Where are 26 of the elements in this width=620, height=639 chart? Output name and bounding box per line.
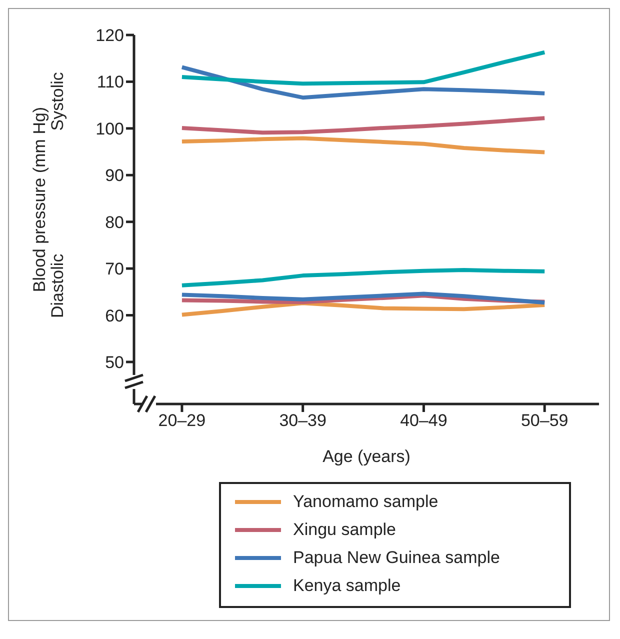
line-series: [180, 301, 547, 317]
y-tick-label: 120: [96, 26, 124, 46]
y-tick-label: 60: [105, 306, 124, 326]
y-tick-label: 110: [96, 72, 124, 92]
y-tick-label: 100: [96, 119, 124, 138]
x-axis-title: Age (years): [322, 447, 410, 466]
legend-label: Kenya sample: [293, 576, 401, 596]
legend-label: Yanomamo sample: [293, 492, 438, 512]
text: Diastolic: [48, 253, 67, 318]
x-tick-label: 40–49: [400, 411, 448, 430]
y-tick-label: 50: [105, 352, 124, 372]
line-series: [180, 50, 547, 86]
text: Systolic: [48, 72, 67, 131]
y-tick-label: 90: [105, 166, 124, 186]
y-tick-label: 70: [105, 260, 124, 279]
x-tick-label: 50–59: [520, 411, 568, 430]
line-series: [180, 268, 547, 288]
line-series: [180, 65, 547, 100]
y-axis-title: Blood pressure (mm Hg): [30, 106, 49, 292]
line-series: [180, 116, 547, 135]
x-tick-label: 20–29: [158, 411, 206, 430]
legend-label: Papua New Guinea sample: [293, 548, 500, 568]
y-tick-label: 80: [105, 212, 124, 232]
legend-label: Xingu sample: [293, 520, 396, 540]
line-series: [180, 136, 547, 154]
x-tick-label: 30–39: [279, 411, 326, 430]
